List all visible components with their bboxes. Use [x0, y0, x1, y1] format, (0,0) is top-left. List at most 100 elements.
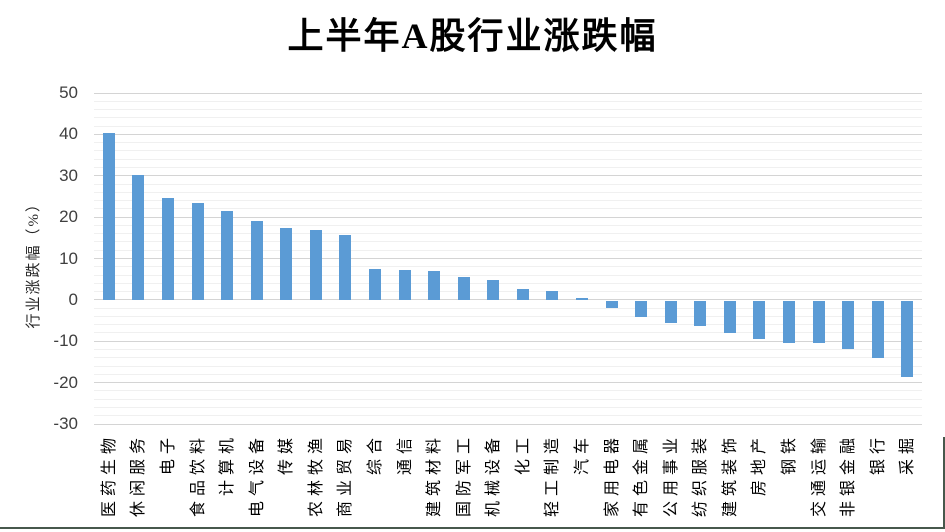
x-axis-label-text: 非银金融: [840, 433, 858, 518]
gridline-minor: [94, 208, 922, 210]
gridline-minor: [94, 266, 922, 268]
y-axis-tick-label: -10: [53, 331, 78, 351]
x-axis-label-text: 食品饮料: [189, 433, 207, 518]
gridline-minor: [94, 373, 922, 375]
bar-传媒: [280, 228, 293, 300]
bar-建筑装饰: [723, 300, 736, 333]
bar-电子: [161, 197, 174, 300]
bar-汽车: [575, 298, 588, 300]
x-axis-label-text: 国防军工: [455, 433, 473, 518]
x-axis-label-text: 医药生物: [100, 433, 118, 518]
gridline-major: [94, 382, 922, 384]
bar-计算机: [221, 210, 234, 300]
x-axis-label-text: 银行: [869, 433, 887, 476]
window-edge-bottom: [0, 527, 945, 529]
gridline-minor: [94, 109, 922, 111]
gridline-minor: [94, 398, 922, 400]
y-axis-tick-label: 30: [59, 165, 78, 185]
x-axis-label-text: 公用事业: [662, 433, 680, 518]
bar-机械设备: [487, 280, 500, 300]
y-axis-tick-label: 10: [59, 248, 78, 268]
gridline-minor: [94, 365, 922, 367]
bar-商业贸易: [339, 235, 352, 300]
bar-化工: [516, 289, 529, 300]
y-axis-tick-label: -30: [53, 414, 78, 433]
x-axis-label-text: 房地产: [751, 433, 769, 497]
x-axis-label-text: 有色金属: [633, 433, 651, 518]
gridline-minor: [94, 117, 922, 119]
x-axis-category-labels: 医药生物 休闲服务 电子 食品饮料 计算机 电气设备 传媒 农林牧渔 商业贸易 综合 通信 建筑材料国…: [94, 433, 922, 532]
gridline-minor: [94, 282, 922, 284]
bar-银行: [871, 300, 884, 358]
gridline-minor: [94, 142, 922, 144]
bar-农林牧渔: [309, 229, 322, 300]
bar-采掘: [901, 300, 914, 377]
gridline-major: [94, 92, 922, 94]
gridline-minor: [94, 249, 922, 251]
gridline-minor: [94, 233, 922, 235]
gridline-minor: [94, 390, 922, 392]
gridline-minor: [94, 357, 922, 359]
plot-area: [94, 92, 922, 425]
gridline-minor: [94, 125, 922, 127]
x-axis-label-text: 纺织服装: [692, 433, 710, 518]
x-axis-label-text: 商业贸易: [337, 433, 355, 518]
gridline-minor: [94, 315, 922, 317]
gridline-minor: [94, 415, 922, 417]
x-axis-label-text: 钢铁: [780, 433, 798, 476]
gridline-minor: [94, 150, 922, 152]
gridline-major: [94, 216, 922, 218]
gridline-minor: [94, 324, 922, 326]
x-axis-label-text: 家用电器: [603, 433, 621, 518]
bar-休闲服务: [132, 174, 145, 300]
bar-钢铁: [782, 300, 795, 343]
y-axis-tick-label: 20: [59, 207, 78, 227]
gridline-minor: [94, 332, 922, 334]
chart-title: 上半年A股行业涨跌幅: [287, 16, 658, 56]
gridline-major: [94, 258, 922, 259]
gridline-minor: [94, 183, 922, 185]
gridline-minor: [94, 274, 922, 276]
gridline-major: [94, 340, 922, 342]
gridline-minor: [94, 100, 922, 102]
gridline-minor: [94, 349, 922, 351]
y-axis-tick-label: 40: [59, 124, 78, 144]
x-axis-label-text: 汽车: [573, 433, 591, 476]
x-axis-label-text: 休闲服务: [130, 433, 148, 518]
gridline-minor: [94, 200, 922, 202]
bar-食品饮料: [191, 203, 204, 300]
gridline-minor: [94, 158, 922, 160]
y-axis-tick-label: 50: [59, 83, 78, 102]
bar-综合: [368, 268, 381, 300]
x-axis-label-text: 机械设备: [485, 433, 503, 518]
y-axis-tick-label: 0: [68, 289, 78, 309]
bar-通信: [398, 270, 411, 300]
x-axis-label-text: 传媒: [278, 433, 296, 476]
bar-家用电器: [605, 300, 618, 309]
x-axis-label-text: 电子: [159, 433, 177, 476]
bar-国防军工: [457, 277, 470, 300]
bar-交通运输: [812, 300, 825, 344]
x-axis-label-text: 建筑材料: [426, 433, 444, 518]
bar-电气设备: [250, 221, 263, 300]
y-axis-tick-label: -20: [53, 372, 78, 392]
bar-房地产: [753, 300, 766, 339]
gridline-minor: [94, 224, 922, 226]
x-axis-label-text: 采掘: [899, 433, 917, 476]
x-axis-label-text: 电气设备: [248, 433, 266, 518]
x-axis-label-text: 农林牧渔: [307, 433, 325, 518]
x-axis-label-text: 通信: [396, 433, 414, 476]
gridline-minor: [94, 191, 922, 193]
gridline-minor: [94, 241, 922, 243]
x-axis-label-text: 综合: [366, 433, 384, 476]
gridline-major: [94, 299, 922, 301]
x-axis-label-text: 计算机: [219, 433, 237, 497]
bar-公用事业: [664, 300, 677, 324]
window-edge-right: [943, 437, 945, 529]
bar-建筑材料: [428, 271, 441, 300]
gridline-minor: [94, 406, 922, 408]
gridline-minor: [94, 166, 922, 168]
x-axis-label-text: 化工: [514, 433, 532, 476]
bar-非银金融: [842, 300, 855, 349]
